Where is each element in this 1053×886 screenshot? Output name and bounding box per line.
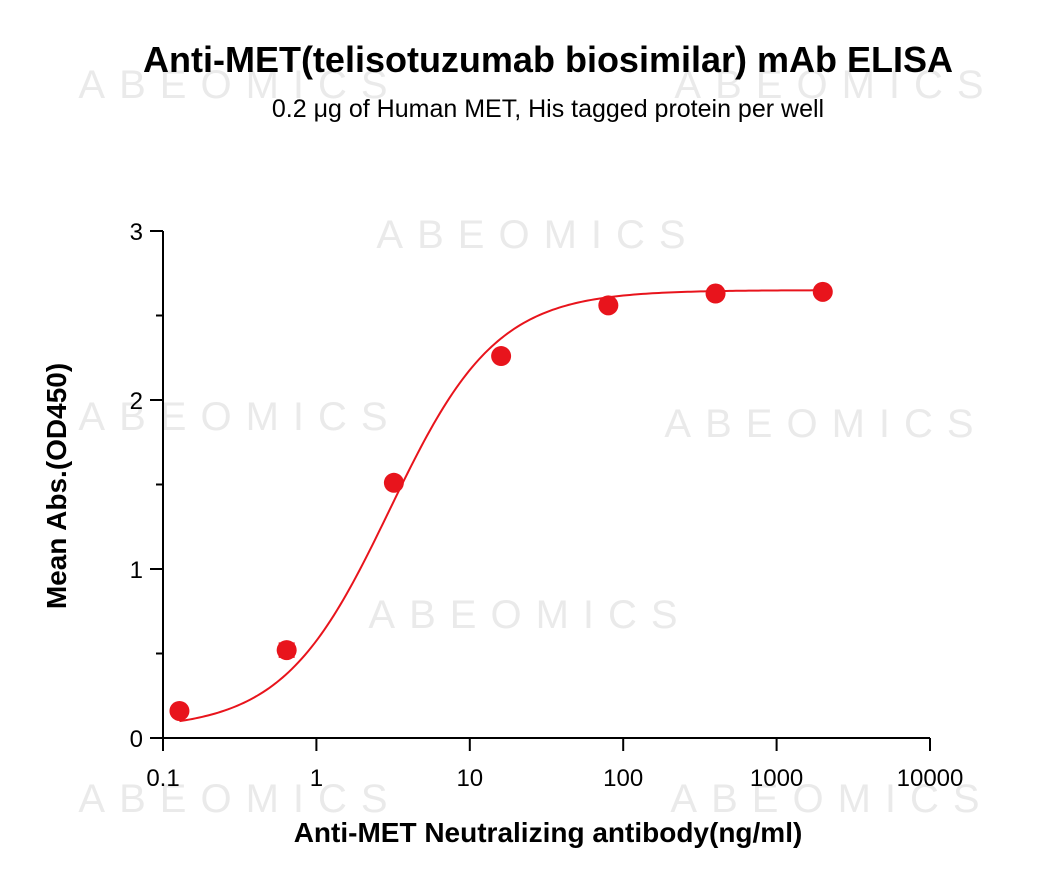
y-tick-label: 2 bbox=[130, 388, 143, 415]
watermark-text: ABEOMICS bbox=[670, 777, 993, 821]
data-point bbox=[169, 700, 190, 721]
x-axis-label: Anti-MET Neutralizing antibody(ng/ml) bbox=[294, 817, 803, 848]
data-point bbox=[491, 346, 512, 367]
x-tick-label: 1 bbox=[310, 765, 323, 792]
watermark-group: ABEOMICS ABEOMICS ABEOMICS ABEOMICS ABEOMICS… bbox=[78, 63, 997, 821]
x-tick-label: 1000 bbox=[750, 765, 803, 792]
watermark-text: ABEOMICS bbox=[78, 63, 401, 107]
chart-title: Anti-MET(telisotuzumab biosimilar) mAb E… bbox=[143, 39, 953, 80]
watermark-text: ABEOMICS bbox=[376, 213, 699, 257]
y-tick-label: 1 bbox=[130, 557, 143, 584]
x-tick-label: 100 bbox=[603, 765, 643, 792]
y-axis-label: Mean Abs.(OD450) bbox=[41, 363, 72, 609]
x-tick-label: 10 bbox=[456, 765, 483, 792]
watermark-text: ABEOMICS bbox=[674, 63, 997, 107]
data-point bbox=[705, 283, 726, 304]
data-point bbox=[276, 640, 297, 661]
chart-subtitle: 0.2 μg of Human MET, His tagged protein … bbox=[272, 95, 824, 123]
data-point bbox=[383, 472, 404, 493]
y-tick-label: 3 bbox=[130, 219, 143, 246]
watermark-text: ABEOMICS bbox=[368, 593, 691, 637]
data-points-group bbox=[169, 281, 833, 721]
watermark-text: ABEOMICS bbox=[78, 395, 401, 439]
data-point bbox=[598, 295, 619, 316]
y-tick-label: 0 bbox=[130, 726, 143, 753]
watermark-text: ABEOMICS bbox=[78, 777, 401, 821]
watermark-text: ABEOMICS bbox=[664, 402, 987, 446]
data-point bbox=[812, 281, 833, 302]
axes-group: 0 1 2 3 0.1 1 10 100 1000 10000 bbox=[130, 219, 964, 792]
x-tick-label: 10000 bbox=[897, 765, 964, 792]
x-tick-label: 0.1 bbox=[146, 765, 179, 792]
